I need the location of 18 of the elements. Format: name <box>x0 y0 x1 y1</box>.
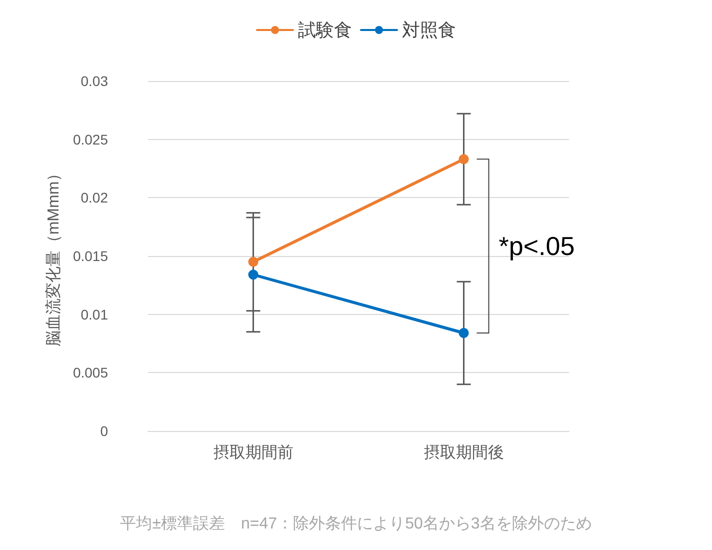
point <box>458 328 469 338</box>
legend-label: 対照食 <box>402 20 456 40</box>
annotation: *p<.05 <box>498 231 575 262</box>
y-tick-label: 0.03 <box>80 73 108 89</box>
y-axis-title: 脳血流変化量（mMmm） <box>44 165 63 347</box>
y-tick-label: 0 <box>100 423 108 439</box>
x-tick-label: 摂取期間前 <box>213 444 294 462</box>
point <box>458 154 469 164</box>
point <box>248 270 258 280</box>
x-tick-label: 摂取期間後 <box>424 444 504 462</box>
y-tick-label: 0.025 <box>72 131 108 148</box>
point <box>248 256 258 267</box>
legend-label: 試験食 <box>298 20 352 40</box>
y-tick-label: 0.02 <box>80 190 108 206</box>
y-tick-label: 0.015 <box>72 248 108 264</box>
text: 平均±標準誤差 n=47：除外条件により50名から3名を除外のため <box>120 514 592 532</box>
y-tick-label: 0.01 <box>80 306 108 322</box>
y-tick-label: 0.005 <box>72 364 108 381</box>
